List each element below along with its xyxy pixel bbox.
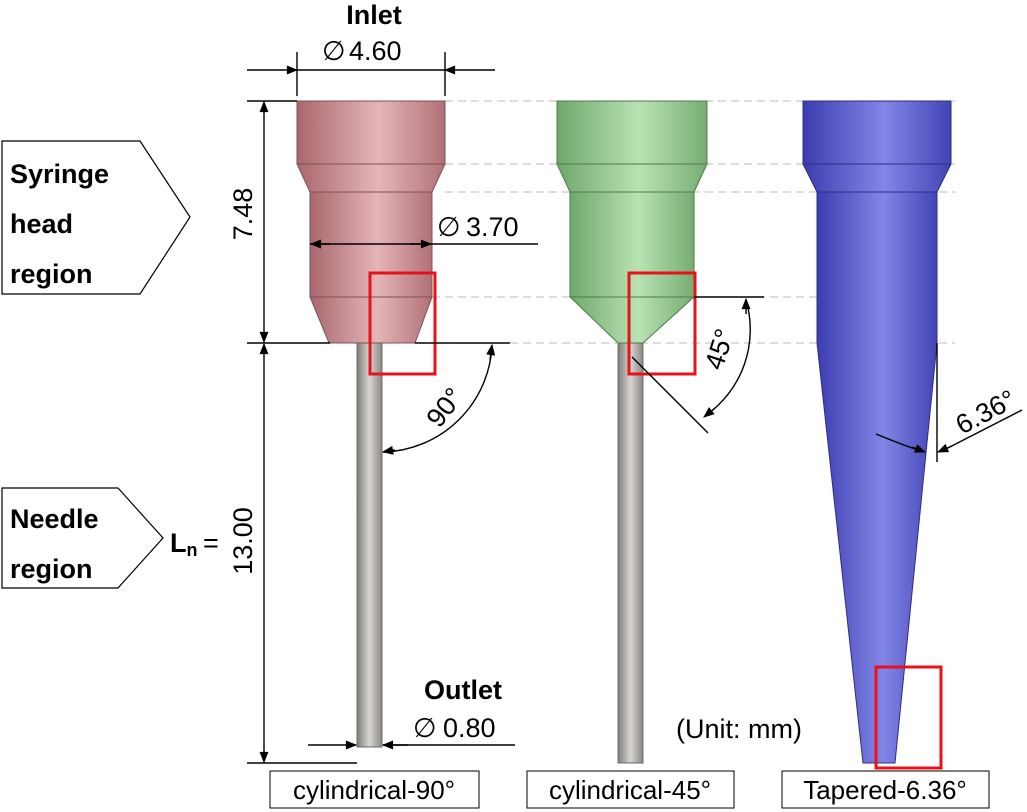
nozzle-cylindrical-90 bbox=[296, 100, 446, 748]
unit-label: (Unit: mm) bbox=[676, 714, 802, 744]
highlight-box bbox=[368, 271, 437, 376]
syringe-region-line-2: head bbox=[10, 209, 73, 239]
highlight-box bbox=[874, 665, 943, 770]
inlet-label: Inlet bbox=[346, 0, 402, 30]
caption-tapered: Tapered-6.36° bbox=[803, 775, 967, 805]
angle-taper-value: 6.36° bbox=[951, 384, 1021, 440]
needle-shaft bbox=[356, 342, 383, 748]
caption-cylindrical-90: cylindrical-90° bbox=[293, 775, 455, 805]
highlight-box bbox=[627, 271, 697, 376]
ln-equals: = bbox=[203, 528, 219, 558]
needle-length-value: 13.00 bbox=[228, 507, 258, 575]
nozzle-cylindrical-45 bbox=[556, 100, 708, 764]
ln-label: Ln = bbox=[170, 528, 219, 560]
outlet-label: Outlet bbox=[424, 675, 502, 705]
head-diameter-dimension: ∅ 3.70 bbox=[309, 212, 538, 249]
needle-shaft bbox=[617, 342, 644, 764]
inlet-dimension: Inlet ∅ 4.60 bbox=[247, 0, 495, 96]
caption-cylindrical-45: cylindrical-45° bbox=[549, 775, 711, 805]
angle-90-dimension: 90° bbox=[381, 342, 510, 455]
nozzle-tapered bbox=[802, 100, 952, 770]
angle-45-value: 45° bbox=[699, 325, 740, 373]
angle-90-value: 90° bbox=[421, 382, 470, 433]
syringe-region-line-1: Syringe bbox=[10, 159, 109, 189]
head-diameter-value: 3.70 bbox=[466, 212, 519, 242]
outlet-dimension: Outlet ∅ 0.80 bbox=[308, 675, 515, 750]
outlet-diameter-value: 0.80 bbox=[443, 713, 496, 743]
needle-region-line-1: Needle bbox=[10, 504, 99, 534]
needle-region-line-2: region bbox=[10, 554, 93, 584]
inlet-diameter-value: 4.60 bbox=[349, 36, 402, 66]
head-diameter-symbol: ∅ bbox=[437, 212, 461, 242]
inlet-diameter-symbol: ∅ bbox=[322, 36, 346, 66]
head-length-value: 7.48 bbox=[228, 188, 258, 241]
captions: cylindrical-90° cylindrical-45° Tapered-… bbox=[269, 770, 990, 809]
syringe-region-callout: Syringe head region bbox=[1, 140, 191, 295]
needle-region-callout: Needle region bbox=[1, 487, 164, 589]
outlet-diameter-symbol: ∅ bbox=[413, 713, 437, 743]
ln-symbol: Ln bbox=[170, 528, 198, 560]
needle-length-dimension: 13.00 bbox=[228, 342, 357, 764]
syringe-region-line-3: region bbox=[10, 259, 93, 289]
